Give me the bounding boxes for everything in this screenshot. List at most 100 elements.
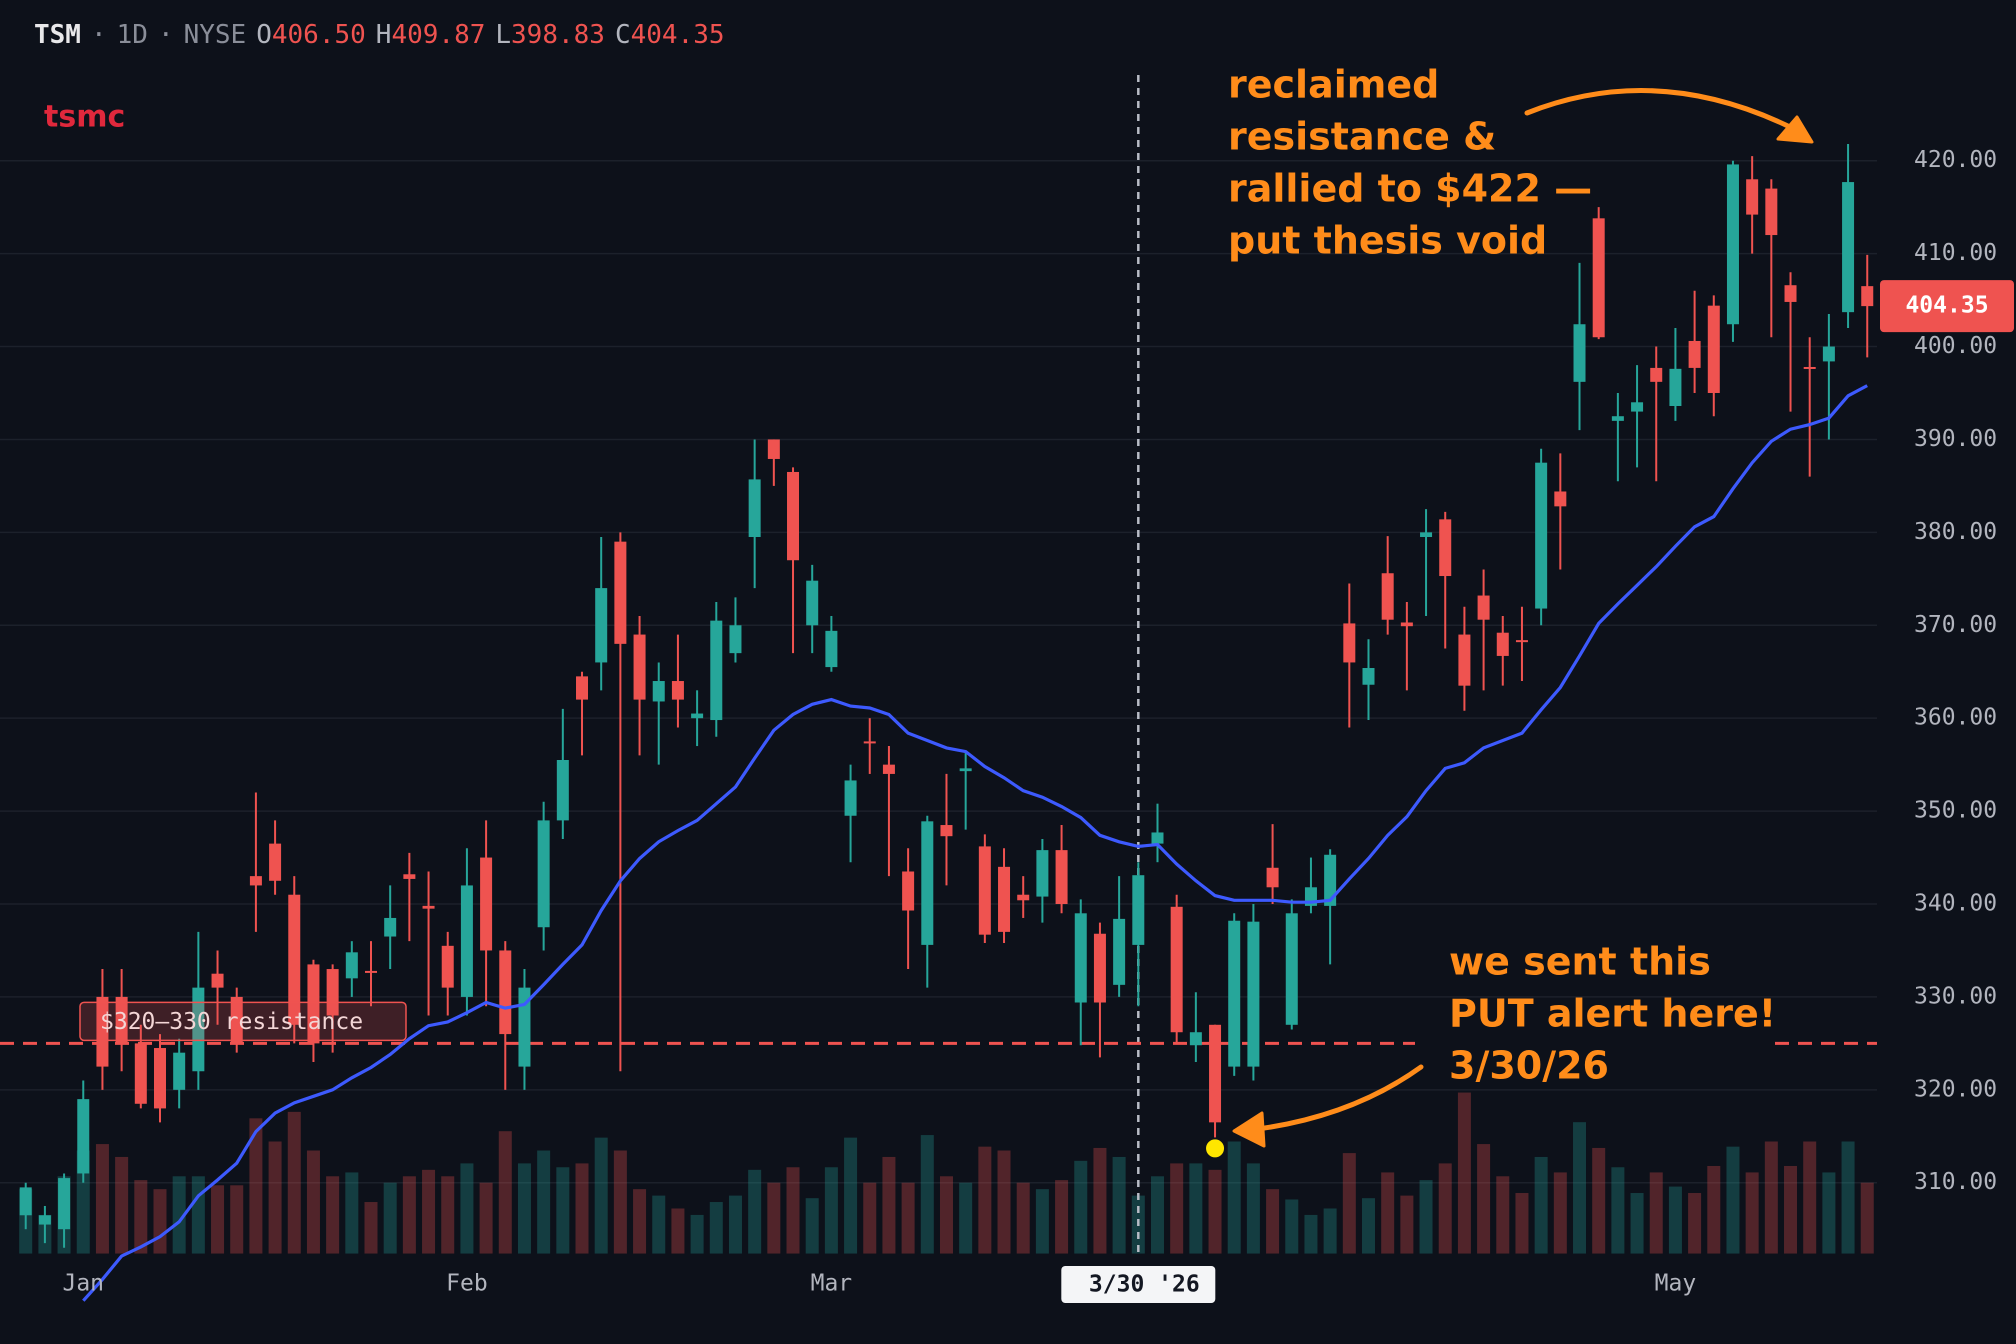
candle-body [1285, 913, 1298, 1025]
volume-bar [422, 1169, 436, 1254]
y-tick-label: 360.00 [1914, 705, 1997, 731]
volume-bar [1745, 1172, 1759, 1254]
candle-body [460, 885, 473, 997]
candle-body [403, 874, 416, 879]
y-tick-label: 400.00 [1914, 333, 1997, 359]
volume-bar [959, 1182, 973, 1254]
annotation-text: PUT alert here! [1449, 992, 1776, 1036]
volume-bar [306, 1150, 320, 1254]
volume-bar [1400, 1195, 1414, 1254]
candle-body [1209, 1024, 1222, 1123]
volume-bar [1304, 1214, 1318, 1254]
volume-bar [1611, 1167, 1625, 1254]
volume-bar [1285, 1199, 1299, 1254]
candle-body [1554, 491, 1567, 507]
volume-bar [1342, 1153, 1356, 1254]
y-tick-label: 380.00 [1914, 519, 1997, 545]
ohlc-key: O [256, 20, 272, 50]
volume-bar [709, 1202, 723, 1254]
volume-bar [498, 1131, 512, 1254]
volume-bar [460, 1163, 474, 1254]
volume-bar [134, 1180, 148, 1254]
resistance-label-box [79, 1001, 407, 1042]
candle-body [595, 588, 608, 663]
volume-bar [1112, 1156, 1126, 1254]
candle-body [38, 1215, 51, 1225]
volume-bar [1841, 1141, 1855, 1254]
crosshair-date-box [1061, 1266, 1216, 1303]
volume-bar [1649, 1172, 1663, 1254]
volume-bar [383, 1182, 397, 1254]
candle-body [614, 541, 627, 644]
annotation-text: we sent this [1449, 940, 1711, 984]
candle-body [77, 1099, 90, 1174]
volume-bar [1784, 1165, 1798, 1254]
volume-bar [786, 1167, 800, 1254]
x-tick-label: Feb [446, 1271, 488, 1297]
volume-bar [1323, 1208, 1337, 1254]
candle-body [1439, 519, 1452, 577]
annotation-arrow [1247, 1064, 1424, 1133]
volume-bar [1630, 1193, 1644, 1254]
candle-body [345, 952, 358, 979]
volume-bar [1438, 1163, 1452, 1254]
candle-body [902, 871, 915, 911]
resistance-label: $320–330 resistance [100, 1009, 363, 1035]
candle-body [1074, 913, 1087, 1003]
volume-bar [326, 1176, 340, 1254]
candle-body [211, 973, 224, 988]
candle-body [384, 917, 397, 937]
volume-bar [575, 1163, 589, 1254]
volume-bar [556, 1167, 570, 1254]
ohlc-value: 409.87 [391, 20, 486, 50]
candle-body [1726, 164, 1739, 325]
y-tick-label: 340.00 [1914, 891, 1997, 917]
volume-bar [153, 1189, 167, 1254]
candle-body [1151, 832, 1164, 844]
candle-body [576, 676, 589, 700]
candle-body [1650, 367, 1663, 382]
ohlc-key: H [375, 20, 392, 50]
volume-bar [1515, 1193, 1529, 1254]
candle-body [1055, 850, 1068, 905]
volume-bar [115, 1156, 129, 1254]
volume-bar [1496, 1176, 1510, 1254]
volume-bar [1381, 1172, 1395, 1254]
volume-bar [1093, 1147, 1107, 1254]
volume-bar [1170, 1163, 1184, 1254]
annotation-arrow [1524, 88, 1803, 135]
candle-body [825, 630, 838, 668]
volume-bar [1688, 1193, 1702, 1254]
candle-body [288, 894, 301, 1025]
y-tick-label: 350.00 [1914, 798, 1997, 824]
volume-bar [767, 1182, 781, 1254]
candle-body [998, 866, 1011, 932]
arrow-head [1232, 1111, 1266, 1148]
volume-bar [1553, 1172, 1567, 1254]
ohlc-key: L [495, 20, 512, 50]
volume-bar [172, 1176, 186, 1254]
volume-bar [287, 1111, 301, 1254]
volume-bar [1074, 1160, 1088, 1254]
volume-bar [594, 1137, 608, 1254]
candle-body [710, 620, 723, 721]
x-tick-label: Mar [811, 1271, 853, 1297]
candle-body [1324, 854, 1337, 906]
candle-body [1362, 668, 1375, 685]
candle-body [1343, 623, 1356, 663]
candle-body [1496, 632, 1509, 656]
volume-bar [671, 1208, 685, 1254]
arrow-head [1776, 115, 1814, 144]
volume-bar [1208, 1169, 1222, 1254]
volume-bar [863, 1182, 877, 1254]
candle-body [1113, 918, 1126, 985]
moving-average [82, 384, 1868, 1302]
ohlc-key: C [614, 20, 631, 50]
ohlc-value: 404.35 [630, 20, 725, 50]
candle-body [441, 945, 454, 988]
volume-bar [1227, 1141, 1241, 1254]
candle-body [1631, 402, 1644, 412]
y-tick-label: 410.00 [1914, 240, 1997, 266]
candle-body [940, 825, 953, 837]
